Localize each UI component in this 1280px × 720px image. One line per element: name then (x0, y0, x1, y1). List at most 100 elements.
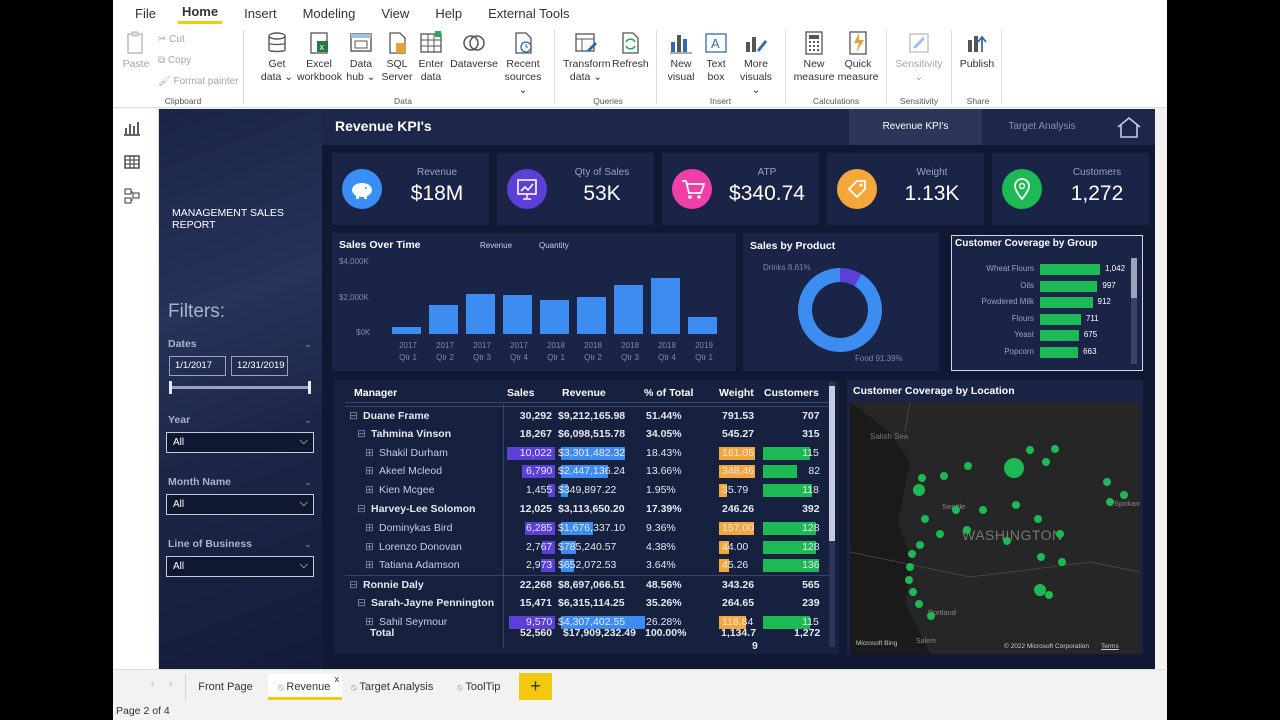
menu-external-tools[interactable]: External Tools (488, 5, 570, 21)
sales-by-product-panel[interactable]: Sales by Product Drinks 8.61% Food 91.39… (743, 233, 939, 371)
month-dropdown[interactable]: All ⌵ (166, 494, 314, 515)
tab-revenue[interactable]: ⦸ Revenue x (268, 674, 342, 700)
map-dot[interactable] (905, 576, 913, 584)
table-row[interactable]: ⊞ Akeel Mcleod 6,790 $2,447,136.24 13.66% 348… (345, 462, 829, 481)
manager-matrix-panel[interactable] (334, 380, 839, 654)
col-header-customers[interactable]: Customers (764, 387, 819, 399)
bar[interactable] (466, 294, 495, 334)
nav-target-button[interactable]: Target Analysis (1008, 121, 1076, 132)
map-dot[interactable] (963, 526, 971, 534)
data-view-icon[interactable] (123, 153, 141, 171)
location-map[interactable]: Salish Sea Seattle WASHINGTON Spokane Po… (850, 402, 1140, 654)
menu-help[interactable]: Help (435, 5, 463, 21)
menu-insert[interactable]: Insert (244, 5, 277, 21)
table-row[interactable]: ⊞ Dominykas Bird 6,285 $1,676,337.10 9.36% 15… (345, 519, 829, 538)
map-dot[interactable] (1034, 515, 1042, 523)
sensitivity-button[interactable]: Sensitivity ⌄ (893, 30, 945, 84)
bar[interactable] (1040, 297, 1093, 308)
publish-button[interactable]: Publish (958, 30, 996, 71)
table-row[interactable]: ⊟ Tahmina Vinson 18,267 $6,098,515.78 34.05%… (345, 425, 829, 444)
map-dot[interactable] (908, 550, 916, 558)
table-row[interactable]: ⊞ Shakil Durham 10,022 $3,301,482.32 18.43% 1… (345, 444, 829, 463)
tab-tooltip[interactable]: ⦸ ToolTip (457, 674, 517, 700)
map-dot[interactable] (918, 474, 926, 482)
bar[interactable] (614, 284, 643, 334)
bar[interactable] (392, 326, 421, 334)
text-box-button[interactable]: A Text box (701, 30, 731, 84)
bar[interactable] (1040, 330, 1079, 341)
map-dot[interactable] (936, 530, 944, 538)
map-dot[interactable] (1106, 498, 1114, 506)
bar[interactable] (577, 297, 606, 334)
model-view-icon[interactable] (123, 187, 141, 205)
table-row[interactable]: ⊞ Sahil Seymour 9,570 $4,307,402.55 26.28% 11… (345, 613, 829, 632)
map-dot[interactable] (1056, 530, 1064, 538)
map-dot[interactable] (1026, 446, 1034, 454)
copy-button[interactable]: ⧉ Copy (158, 55, 192, 66)
bar[interactable] (503, 295, 532, 334)
col-header-manager[interactable]: Manager (354, 387, 398, 399)
map-dot[interactable] (1034, 584, 1046, 596)
chevron-icon[interactable]: ⌄ (304, 339, 312, 349)
map-dot[interactable] (916, 541, 924, 549)
menu-modeling[interactable]: Modeling (302, 5, 356, 21)
close-icon[interactable]: x (334, 674, 340, 684)
table-row[interactable]: ⊟ Ronnie Daly 22,268 $8,697,066.51 48.56% 343… (345, 575, 829, 594)
tab-front-page[interactable]: Front Page (185, 674, 265, 700)
date-start-input[interactable]: 1/1/2017 (169, 356, 226, 376)
quick-measure-button[interactable]: Quick measure (837, 30, 879, 84)
slider-handle-start[interactable] (169, 381, 172, 394)
menu-view[interactable]: View (381, 5, 410, 21)
map-dot[interactable] (940, 472, 948, 480)
slider-handle-end[interactable] (308, 381, 311, 394)
bar[interactable] (1040, 346, 1079, 358)
report-view-icon[interactable] (123, 119, 141, 137)
get-data-button[interactable]: Get data ⌄ (259, 30, 295, 84)
year-dropdown[interactable]: All ⌵ (166, 432, 314, 453)
map-dot[interactable] (1045, 591, 1053, 599)
chevron-icon[interactable]: ⌄ (304, 477, 312, 487)
col-header-revenue[interactable]: Revenue (562, 387, 606, 399)
table-row[interactable]: ⊟ Duane Frame 30,292 $9,212,165.98 51.44% 791… (345, 406, 829, 425)
bar[interactable] (1040, 280, 1098, 292)
date-end-input[interactable]: 12/31/2019 (231, 356, 288, 376)
coverage-group-panel[interactable]: Customer Coverage by Group Wheat Flours 1… (951, 235, 1143, 371)
map-dot[interactable] (952, 506, 960, 514)
home-icon[interactable] (1115, 115, 1143, 139)
data-hub-button[interactable]: Data hub ⌄ (343, 30, 379, 84)
bar[interactable] (429, 305, 458, 334)
donut-slice-food[interactable] (798, 268, 882, 352)
refresh-button[interactable]: Refresh (612, 30, 649, 71)
bar[interactable] (1040, 313, 1081, 325)
map-dot[interactable] (915, 600, 923, 608)
map-dot[interactable] (1042, 458, 1050, 466)
donut-slice-drinks[interactable] (839, 268, 862, 287)
bar[interactable] (540, 299, 569, 334)
chevron-left-icon[interactable]: ‹ (151, 679, 155, 690)
map-dot[interactable] (921, 515, 929, 523)
scrollbar[interactable] (1131, 258, 1137, 364)
nav-revenue-button[interactable]: Revenue KPI's (849, 109, 982, 145)
col-header-weight[interactable]: Weight (719, 387, 754, 399)
cut-button[interactable]: ✂ Cut (158, 34, 185, 45)
dataverse-button[interactable]: Dataverse (449, 30, 499, 71)
enter-data-button[interactable]: Enter data (415, 30, 447, 84)
map-dot[interactable] (1012, 501, 1020, 509)
table-row[interactable]: ⊞ Kien Mcgee 1,455 $349,897.22 1.95% 35.79 118 (345, 481, 829, 500)
new-visual-button[interactable]: New visual (665, 30, 697, 84)
bar[interactable] (1040, 264, 1100, 275)
col-header-pct[interactable]: % of Total (644, 387, 694, 399)
table-row[interactable]: ⊞ Tatiana Adamson 2,973 $652,072.53 3.64% 45.… (345, 556, 829, 575)
table-row[interactable]: ⊞ Lorenzo Donovan 2,767 $785,240.57 4.38% 44.… (345, 538, 829, 557)
bar[interactable] (688, 316, 717, 334)
scrollbar-thumb[interactable] (829, 386, 835, 541)
table-row[interactable]: ⊟ Harvey-Lee Solomon 12,025 $3,113,650.20 17… (345, 500, 829, 519)
map-dot[interactable] (927, 612, 935, 620)
bar[interactable] (651, 278, 680, 334)
scrollbar-thumb[interactable] (1131, 258, 1137, 298)
excel-workbook-button[interactable]: x Excel workbook (297, 30, 342, 84)
col-header-sales[interactable]: Sales (507, 387, 535, 399)
format-painter-button[interactable]: 🖌 Format painter (158, 76, 239, 87)
date-range-slider[interactable] (169, 381, 311, 394)
tab-target-analysis[interactable]: ⦸ Target Analysis (351, 674, 441, 700)
